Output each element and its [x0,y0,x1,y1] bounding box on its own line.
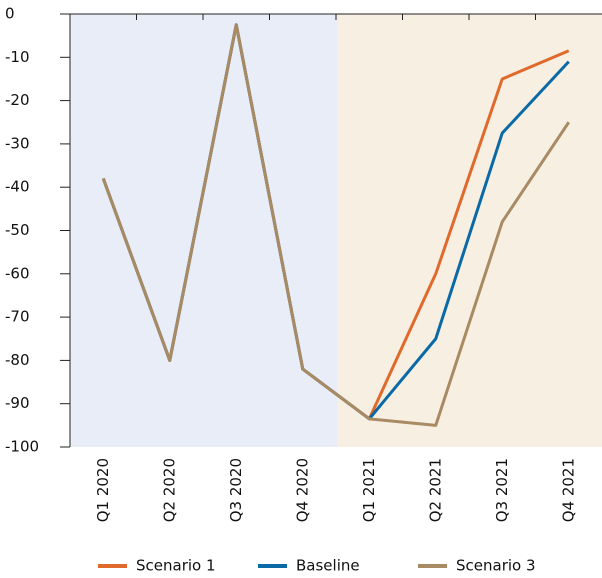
x-tick-label: Q4 2021 [559,458,577,522]
series-line [101,23,570,427]
y-tick-label: -30 [5,134,30,152]
x-tick-label: Q4 2020 [293,458,311,522]
legend-label: Scenario 3 [456,557,536,575]
x-tick-label: Q3 2021 [493,458,511,522]
x-tick-label: Q1 2020 [94,458,112,522]
legend-label: Baseline [296,557,360,575]
y-tick-label: -50 [5,221,30,239]
x-tick-label: Q1 2021 [360,458,378,522]
y-tick-label: -20 [5,91,30,109]
history-region [70,14,337,447]
y-tick-label: -10 [5,48,30,66]
x-tick-label: Q3 2020 [227,458,245,522]
legend-label: Scenario 1 [136,557,216,575]
y-tick-label: 0 [5,5,15,23]
x-tick-label: Q2 2020 [160,458,178,522]
y-tick-label: -100 [5,438,39,456]
y-tick-label: -90 [5,394,30,412]
x-tick-label: Q2 2021 [426,458,444,522]
y-tick-label: -40 [5,178,30,196]
y-tick-label: -60 [5,264,30,282]
y-tick-label: -70 [5,308,30,326]
y-tick-label: -80 [5,351,30,369]
